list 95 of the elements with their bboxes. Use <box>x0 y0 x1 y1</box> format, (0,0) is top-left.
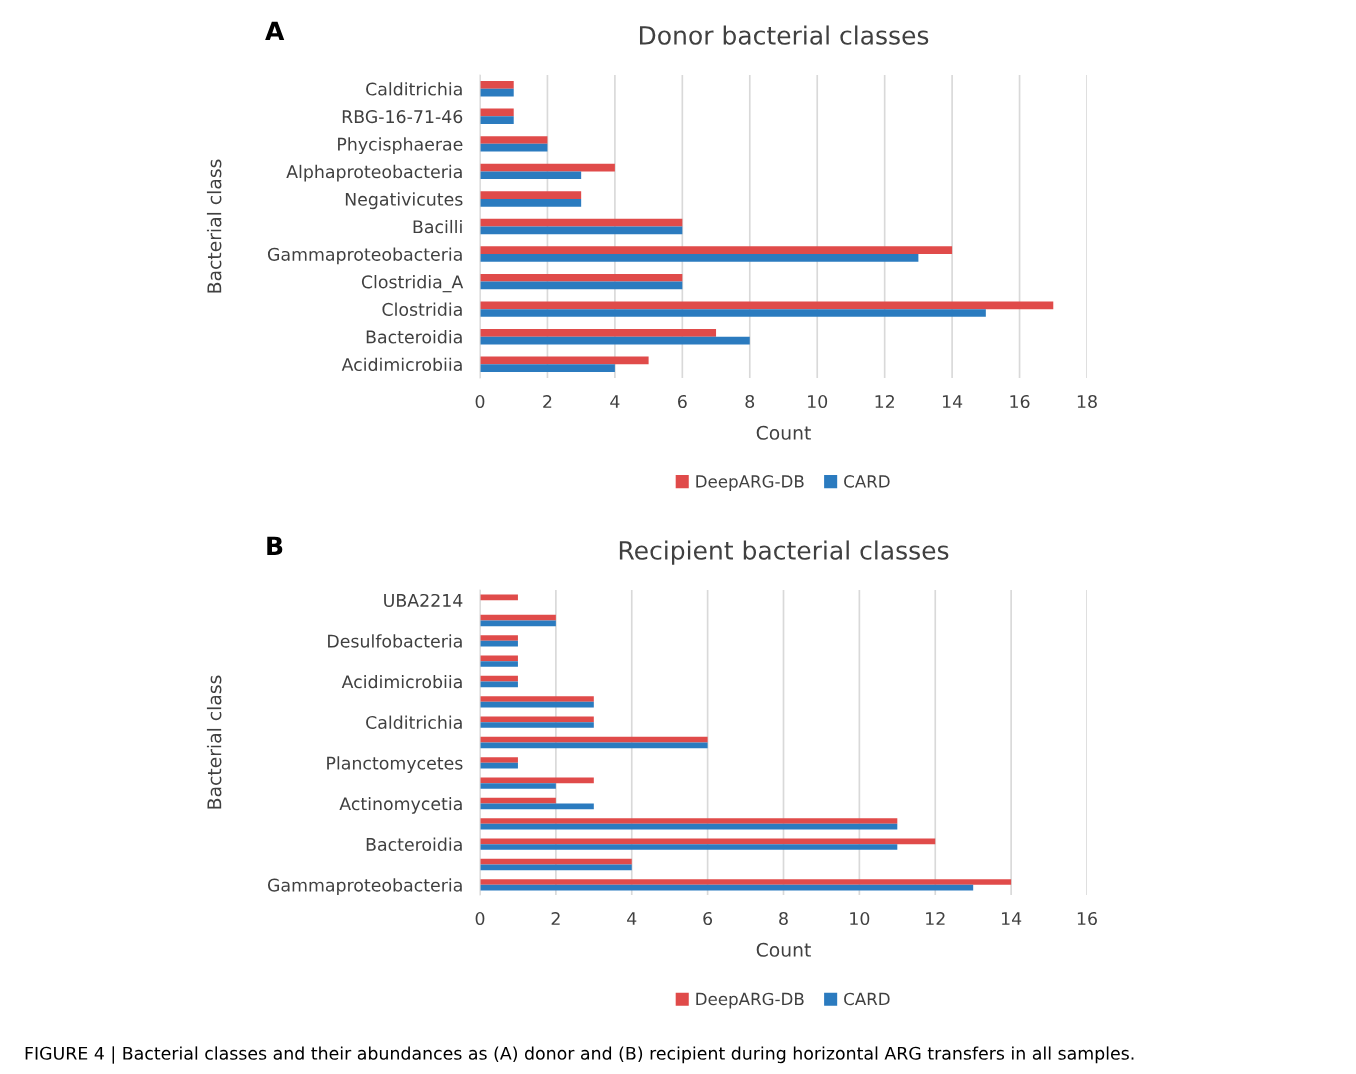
x-tick-label: 4 <box>627 912 637 925</box>
bar <box>480 742 708 749</box>
y-tick-label: Clostridia_A <box>361 275 464 293</box>
bar <box>480 143 548 152</box>
y-tick-label: Clostridia <box>382 302 462 316</box>
x-tick-label: 12 <box>875 394 894 408</box>
bar <box>480 823 898 830</box>
y-tick-label: Bacteroidia <box>366 330 462 344</box>
y-tick-label: Bacteroidia <box>366 837 462 852</box>
y-tick-label: Gammaproteobacteria <box>267 247 462 265</box>
text: B <box>267 536 283 555</box>
y-tick-label: Calditrichia <box>366 82 462 96</box>
bar <box>480 681 518 688</box>
legend-label: DeepARG-DB <box>696 992 804 1009</box>
bar <box>480 818 898 824</box>
bar <box>480 328 717 337</box>
bar <box>480 640 518 647</box>
bar <box>480 273 683 282</box>
bar <box>480 191 582 199</box>
bar <box>480 777 594 784</box>
bar <box>480 757 518 763</box>
text: A <box>265 21 285 40</box>
y-tick-label: Acidimicrobiia <box>341 674 462 689</box>
x-tick-label: 8 <box>779 911 788 926</box>
y-tick-label: Alphaproteobacteria <box>286 164 462 182</box>
bar <box>480 884 974 891</box>
bar <box>480 797 556 804</box>
x-axis-title: Count <box>756 942 811 957</box>
bar <box>480 722 594 728</box>
x-tick-label: 10 <box>808 394 828 409</box>
bar <box>480 254 919 262</box>
y-tick-label: Calditrichia <box>366 715 462 730</box>
x-tick-label: 12 <box>926 911 945 925</box>
y-tick-label: Desulfobacteria <box>328 634 462 648</box>
bar <box>480 661 518 667</box>
x-axis-title: Count <box>756 425 811 440</box>
y-tick-label: UBA2214 <box>384 593 463 608</box>
x-tick-label: 14 <box>942 395 963 408</box>
chart-title: Donor bacterial classes <box>639 25 929 45</box>
bar <box>480 594 518 601</box>
y-tick-label: Phycisphaerae <box>338 137 463 155</box>
bar <box>480 226 683 235</box>
bar <box>480 635 518 641</box>
y-tick-label: Acidimicrobiia <box>341 357 462 372</box>
bar <box>480 838 936 845</box>
bar <box>480 136 548 144</box>
x-tick-label: 10 <box>850 911 870 926</box>
bar <box>480 309 986 317</box>
bar <box>480 844 898 850</box>
y-tick-label: Gammaproteobacteria <box>267 878 462 896</box>
x-tick-label: 18 <box>1077 394 1097 409</box>
caption: FIGURE 4 | Bacterial classes and their abundances as (A) donor and (B) recipient during horizontal ARG transfers in all samples. <box>25 1046 1134 1064</box>
x-tick-label: 14 <box>1001 912 1022 925</box>
bar <box>480 163 615 172</box>
bar <box>480 198 582 207</box>
bar <box>480 858 632 865</box>
bar <box>480 701 594 708</box>
x-tick-label: 4 <box>610 395 620 408</box>
x-tick-label: 16 <box>1010 394 1030 409</box>
bar <box>480 879 1012 885</box>
bar <box>480 716 594 723</box>
x-tick-label: 6 <box>703 911 713 926</box>
bar <box>480 783 556 789</box>
bar <box>480 281 683 290</box>
y-axis-title: Bacterial class <box>206 159 222 293</box>
legend-label: DeepARG-DB <box>696 475 804 491</box>
bar <box>480 171 582 180</box>
legend-label: CARD <box>844 992 890 1006</box>
bar <box>480 762 518 769</box>
bar <box>480 336 750 345</box>
y-tick-label: Negativicutes <box>345 192 463 210</box>
bar <box>480 696 594 702</box>
x-tick-label: 6 <box>678 394 687 409</box>
y-tick-label: Bacilli <box>413 219 462 234</box>
bar <box>480 246 953 255</box>
bar <box>480 364 615 372</box>
bar <box>480 81 514 89</box>
bar <box>480 614 556 621</box>
x-tick-label: 16 <box>1077 911 1097 926</box>
y-axis-title: Bacterial class <box>206 675 222 809</box>
x-tick-label: 8 <box>745 394 755 409</box>
bar <box>480 356 649 365</box>
bar <box>480 218 683 227</box>
bar <box>480 116 514 125</box>
y-tick-label: Planctomycetes <box>327 756 463 774</box>
y-tick-label: Actinomycetia <box>339 796 462 814</box>
x-tick-label: 0 <box>475 911 485 926</box>
x-tick-label: 2 <box>551 911 560 925</box>
legend-label: CARD <box>844 475 890 488</box>
chart-title: Recipient bacterial classes <box>619 540 949 565</box>
bar <box>480 301 1054 310</box>
y-tick-label: RBG-16-71-46 <box>342 110 463 124</box>
x-tick-label: 2 <box>543 394 552 408</box>
x-tick-label: 0 <box>475 394 485 409</box>
bar <box>480 655 518 662</box>
